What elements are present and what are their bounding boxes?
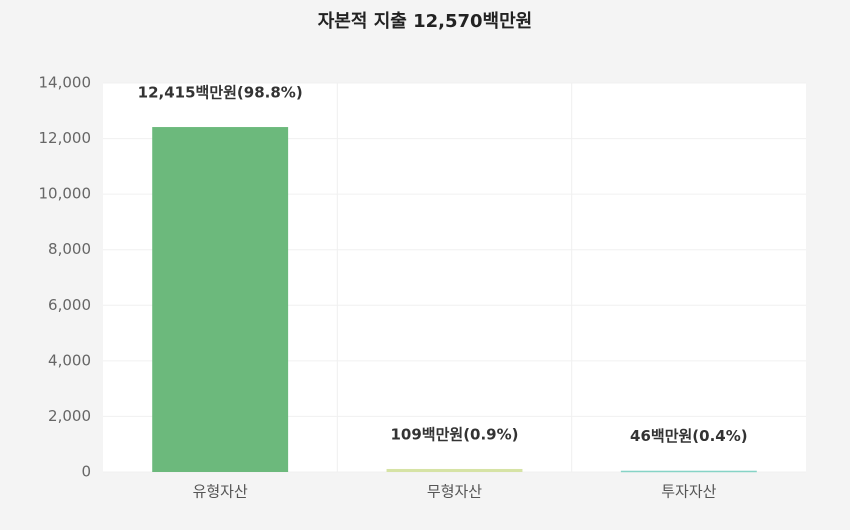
- y-tick-label: 12,000: [39, 129, 92, 147]
- value-label: 12,415백만원(98.8%): [138, 84, 303, 102]
- chart-title: 자본적 지출 12,570백만원: [318, 11, 532, 32]
- y-tick-label: 6,000: [48, 296, 91, 314]
- y-tick-label: 10,000: [39, 185, 92, 203]
- y-tick-label: 2,000: [48, 407, 91, 425]
- y-tick-label: 8,000: [48, 240, 91, 258]
- y-tick-label: 4,000: [48, 351, 91, 369]
- x-tick-label: 투자자산: [661, 483, 716, 501]
- x-tick-label: 무형자산: [427, 483, 482, 501]
- x-tick-label: 유형자산: [193, 483, 248, 501]
- value-label: 46백만원(0.4%): [630, 427, 748, 445]
- bar: [152, 127, 289, 473]
- bar: [386, 468, 523, 472]
- y-tick-label: 14,000: [39, 74, 92, 92]
- y-tick-label: 0: [81, 463, 91, 481]
- value-label: 109백만원(0.9%): [390, 425, 518, 443]
- bar: [620, 470, 757, 473]
